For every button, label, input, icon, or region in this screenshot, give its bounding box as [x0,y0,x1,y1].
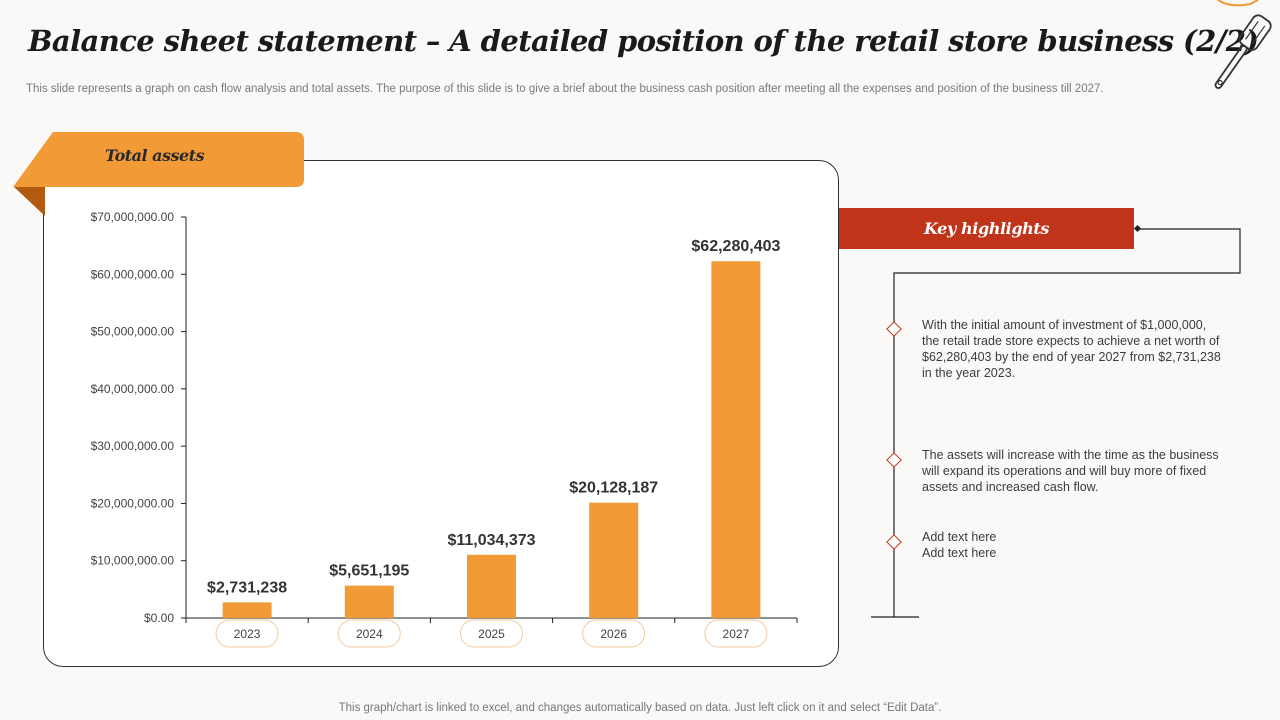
highlight-item-1: With the initial amount of investment of… [922,318,1221,380]
key-highlights-title: Key highlights [839,208,1134,249]
bar-data-label: $11,034,373 [447,532,535,549]
x-tick-label: 2023 [234,627,261,641]
x-category-pill [337,619,401,648]
x-tick-label: 2025 [478,627,505,641]
bar-data-label: $5,651,195 [329,563,409,580]
y-tick-label: $30,000,000.00 [91,439,175,453]
y-tick-label: $10,000,000.00 [91,554,175,568]
slide-title: Balance sheet statement – A detailed pos… [28,24,1259,58]
bar-2027 [711,261,761,618]
chart-card [43,160,839,667]
x-tick-label: 2024 [356,627,383,641]
x-category-pill [704,619,768,648]
y-tick-label: $60,000,000.00 [91,267,175,281]
y-tick-label: $40,000,000.00 [91,382,175,396]
highlight-item-3: Add text here Add text here [922,530,997,560]
y-tick-label: $20,000,000.00 [91,496,175,510]
x-tick-label: 2027 [723,627,750,641]
x-tick-label: 2026 [600,627,627,641]
y-tick-label: $0.00 [144,611,174,625]
y-tick-label: $50,000,000.00 [91,325,175,339]
bar-data-label: $2,731,238 [207,579,287,596]
bar-2026 [589,502,639,618]
highlight-marker [886,321,902,550]
bar-2023 [222,602,272,618]
total-assets-ribbon [13,132,304,216]
x-category-pill [460,619,523,648]
footer-note: This graph/chart is linked to excel, and… [338,702,942,714]
bar-2025 [467,554,516,618]
x-category-pill [215,619,279,648]
x-category-pill [582,619,646,648]
bar-data-label: $62,280,403 [691,238,780,255]
bar-data-label: $20,128,187 [569,480,658,497]
highlight-item-2: The assets will increase with the time a… [922,448,1219,494]
total-assets-label: Total assets [105,146,205,165]
y-tick-label: $70,000,000.00 [91,210,175,224]
bar-2024 [344,585,394,618]
spatula-icon [1214,0,1272,89]
slide-subtitle: This slide represents a graph on cash fl… [26,83,1104,95]
